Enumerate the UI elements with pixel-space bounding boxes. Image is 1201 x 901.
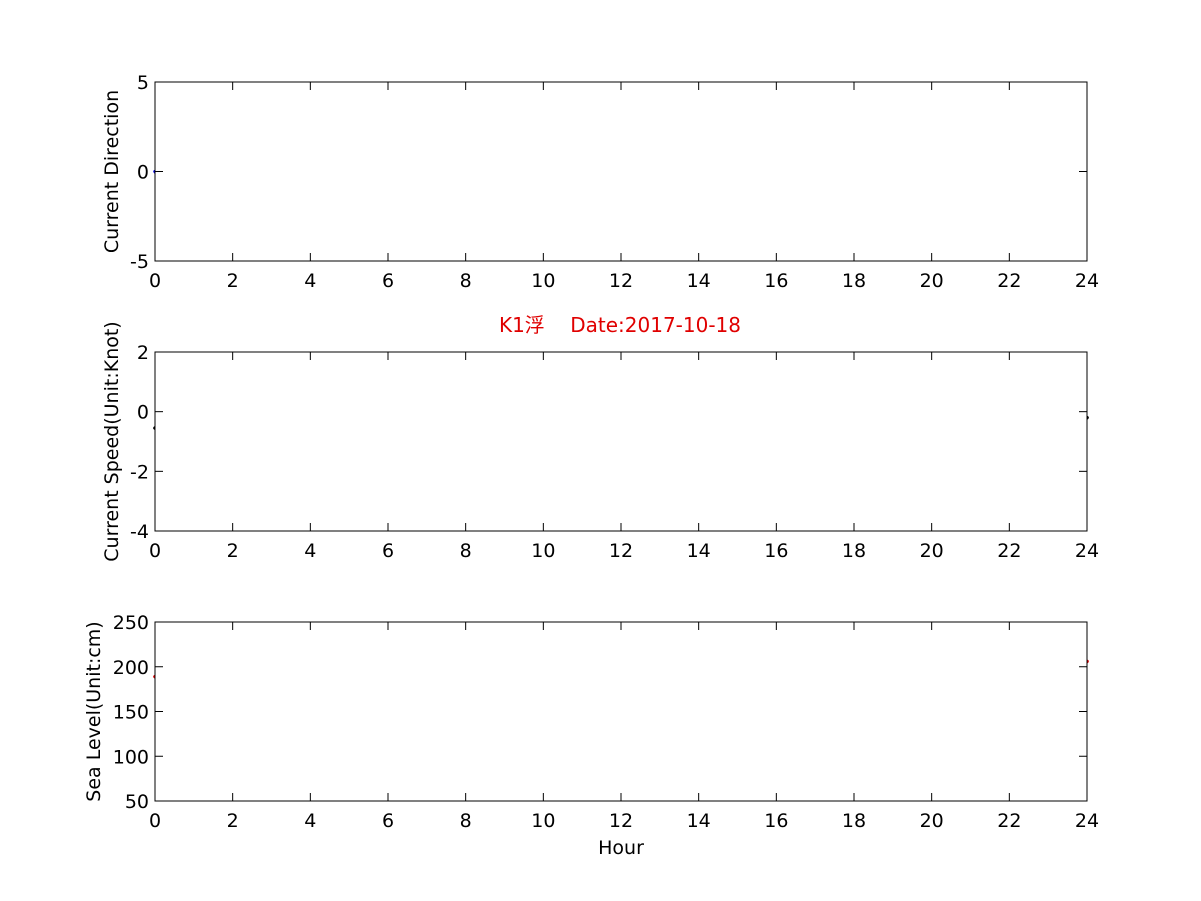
sea-level-y-tick-label: 100	[113, 746, 149, 768]
sea-level-x-tick-label: 14	[687, 810, 711, 832]
figure-title: K1浮 Date:2017-10-18	[499, 313, 741, 337]
current-direction-x-tick-label: 18	[842, 270, 866, 292]
sea-level-x-tick-label: 24	[1075, 810, 1099, 832]
current-speed-x-tick-label: 0	[149, 540, 161, 562]
sea-level-x-tick-label: 2	[227, 810, 239, 832]
current-direction-y-tick-label: 5	[137, 72, 149, 94]
current-direction-x-tick-label: 6	[382, 270, 394, 292]
sea-level-x-axis-label: Hour	[598, 837, 644, 859]
current-speed-x-tick-label: 22	[997, 540, 1021, 562]
current-direction-y-axis-label: Current Direction	[101, 90, 123, 253]
sea-level-x-tick-label: 4	[304, 810, 316, 832]
current-direction-x-tick-label: 16	[764, 270, 788, 292]
current-speed-x-tick-label: 2	[227, 540, 239, 562]
current-direction-axes-frame	[154, 81, 1088, 262]
current-direction-x-tick-label: 10	[531, 270, 555, 292]
current-direction-x-tick-label: 22	[997, 270, 1021, 292]
current-speed-x-tick-label: 4	[304, 540, 316, 562]
current-speed-y-axis-label: Current Speed(Unit:Knot)	[101, 321, 123, 561]
sea-level-x-tick-label: 8	[460, 810, 472, 832]
current-speed-y-tick-label: 0	[137, 402, 149, 424]
current-speed-x-tick-label: 6	[382, 540, 394, 562]
current-speed-x-tick-label: 14	[687, 540, 711, 562]
current-speed-x-tick-label: 24	[1075, 540, 1099, 562]
current-direction-x-tick-label: 4	[304, 270, 316, 292]
current-speed-x-tick-label: 12	[609, 540, 633, 562]
sea-level-x-tick-label: 22	[997, 810, 1021, 832]
current-direction-x-tick-label: 0	[149, 270, 161, 292]
current-speed-x-tick-label: 8	[460, 540, 472, 562]
current-speed-x-tick-label: 20	[920, 540, 944, 562]
sea-level-y-tick-label: 200	[113, 657, 149, 679]
current-direction-x-tick-label: 14	[687, 270, 711, 292]
current-speed-y-tick-label: 2	[137, 342, 149, 364]
current-direction-x-tick-label: 12	[609, 270, 633, 292]
current-direction-x-tick-label: 20	[920, 270, 944, 292]
sea-level-x-tick-label: 10	[531, 810, 555, 832]
current-speed-y-tick-label: -2	[130, 461, 149, 483]
sea-level-y-tick-label: 250	[113, 612, 149, 634]
current-direction-x-tick-label: 2	[227, 270, 239, 292]
sea-level-x-tick-label: 20	[920, 810, 944, 832]
sea-level-y-tick-label: 50	[125, 791, 149, 813]
current-direction-y-tick-label: 0	[137, 162, 149, 184]
sea-level-x-tick-label: 12	[609, 810, 633, 832]
current-direction-x-tick-label: 8	[460, 270, 472, 292]
current-speed-y-tick-label: -4	[130, 521, 149, 543]
current-speed-x-tick-label: 16	[764, 540, 788, 562]
sea-level-x-tick-label: 16	[764, 810, 788, 832]
current-speed-x-tick-label: 10	[531, 540, 555, 562]
sea-level-x-tick-label: 18	[842, 810, 866, 832]
current-direction-x-tick-label: 24	[1075, 270, 1099, 292]
sea-level-y-axis-label: Sea Level(Unit:cm)	[83, 621, 105, 801]
sea-level-x-tick-label: 6	[382, 810, 394, 832]
sea-level-x-tick-label: 0	[149, 810, 161, 832]
sea-level-axes-frame	[154, 621, 1088, 802]
current-direction-y-tick-label: -5	[130, 251, 149, 273]
sea-level-y-tick-label: 150	[113, 702, 149, 724]
current-speed-axes-frame	[154, 351, 1088, 532]
current-speed-x-tick-label: 18	[842, 540, 866, 562]
